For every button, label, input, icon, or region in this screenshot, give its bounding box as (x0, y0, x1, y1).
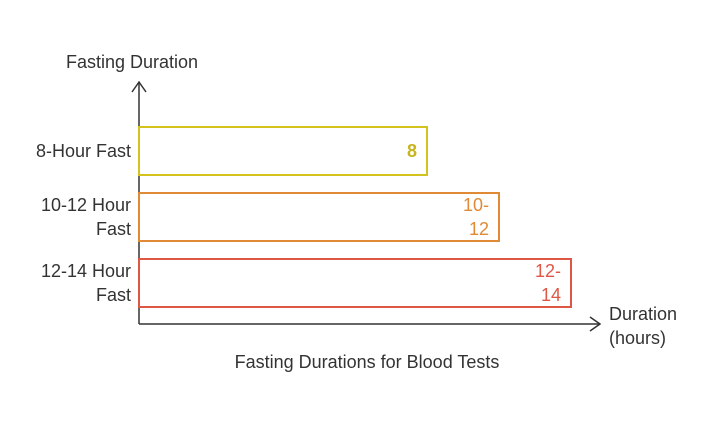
x-axis-arrow (589, 316, 602, 332)
category-label: 10-12 Hour Fast (41, 195, 131, 239)
y-axis-label: Fasting Duration (66, 52, 198, 72)
bar (138, 126, 428, 176)
category-label: 12-14 Hour Fast (41, 261, 131, 305)
data-label: 10-12 (463, 195, 489, 239)
chart-labels: 8-Hour Fast 8 10-12 Hour Fast 10-12 12-14 Hou… (36, 141, 561, 305)
bar (138, 258, 572, 308)
category-label: 8-Hour Fast (36, 141, 131, 161)
chart-bars (138, 126, 572, 308)
bar (138, 192, 500, 242)
data-label: 8 (407, 141, 417, 161)
chart-axes: Duration (hours) (131, 80, 677, 348)
y-axis-arrow (131, 80, 147, 93)
chart-title: Fasting Durations for Blood Tests (235, 352, 500, 372)
data-label: 12-14 (535, 261, 561, 305)
x-axis-label: Duration (hours) (609, 304, 677, 348)
